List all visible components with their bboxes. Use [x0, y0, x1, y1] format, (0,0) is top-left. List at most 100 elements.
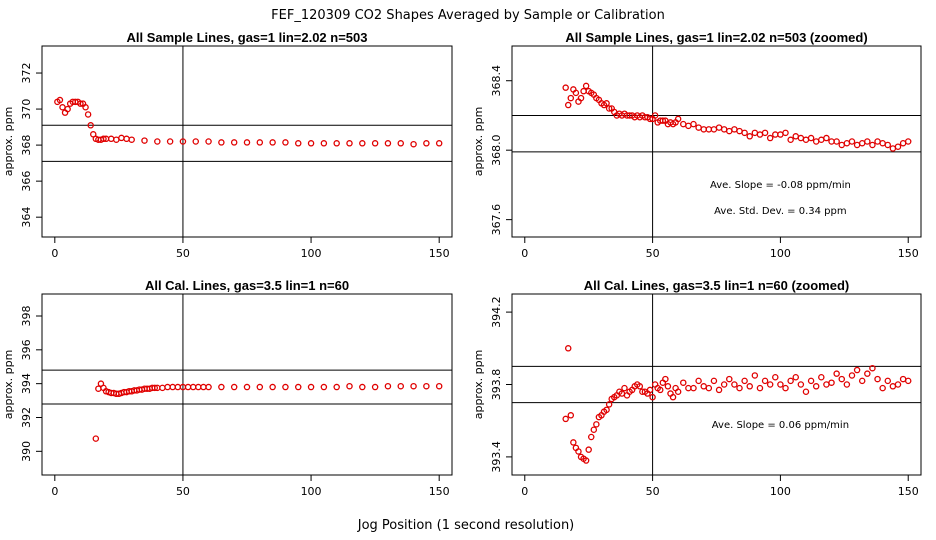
- data-point: [646, 386, 654, 394]
- data-point: [700, 126, 707, 133]
- data-point: [838, 375, 846, 383]
- x-tick-label: 50: [646, 247, 660, 260]
- x-tick-label: 50: [646, 485, 660, 498]
- x-tick-label: 50: [176, 485, 190, 498]
- data-point: [423, 140, 430, 147]
- data-point: [572, 89, 580, 97]
- data-point: [92, 435, 100, 442]
- data-point: [894, 143, 902, 150]
- data-point: [564, 345, 572, 352]
- data-point: [205, 383, 212, 391]
- data-point: [577, 94, 585, 102]
- data-point: [423, 382, 430, 390]
- data-point: [346, 382, 353, 390]
- data-point: [715, 386, 723, 394]
- data-point: [174, 383, 182, 391]
- data-point: [603, 406, 610, 414]
- data-point: [858, 139, 866, 147]
- data-point: [726, 375, 733, 383]
- data-point: [282, 383, 289, 391]
- data-point: [359, 383, 366, 391]
- data-point: [384, 382, 392, 390]
- data-point: [792, 374, 799, 381]
- data-point: [797, 134, 805, 142]
- data-point: [575, 448, 582, 455]
- data-point: [746, 133, 753, 140]
- data-point: [113, 136, 120, 143]
- data-point: [787, 136, 794, 144]
- data-point: [184, 383, 192, 391]
- data-point: [766, 134, 774, 142]
- data-point: [894, 381, 902, 388]
- data-point: [690, 384, 697, 392]
- data-point: [674, 115, 682, 123]
- data-point: [435, 140, 443, 147]
- y-tick-label: 368.4: [490, 65, 503, 97]
- panel-cal-lines-zoomed: All Cal. Lines, gas=3.5 lin=1 n=60 (zoom…: [472, 278, 922, 498]
- x-tick-label: 50: [176, 247, 190, 260]
- data-point: [243, 139, 251, 146]
- data-point: [869, 141, 876, 149]
- y-tick-label: 392: [20, 407, 33, 428]
- data-point: [710, 377, 718, 385]
- y-tick-label: 393.8: [490, 369, 503, 401]
- data-point: [751, 372, 759, 379]
- data-point: [823, 381, 830, 388]
- data-point: [435, 382, 443, 390]
- data-point: [169, 383, 176, 391]
- data-point: [874, 375, 881, 383]
- data-point: [118, 134, 125, 142]
- data-point: [320, 140, 328, 147]
- data-point: [128, 136, 135, 143]
- data-point: [685, 384, 692, 392]
- data-point: [843, 139, 851, 147]
- data-point: [889, 145, 897, 152]
- data-point: [751, 129, 759, 137]
- data-point: [812, 138, 820, 145]
- data-point: [853, 366, 861, 374]
- data-point: [710, 126, 718, 133]
- data-point: [307, 383, 315, 391]
- data-point: [705, 384, 713, 392]
- data-point: [359, 140, 366, 147]
- data-point: [307, 140, 315, 147]
- data-point: [792, 133, 799, 140]
- y-tick-label: 393.4: [490, 441, 503, 473]
- data-point: [777, 381, 784, 388]
- data-point: [100, 135, 107, 143]
- data-point: [269, 139, 276, 146]
- y-tick-label: 366: [20, 171, 33, 192]
- data-point: [256, 383, 264, 391]
- data-point: [884, 377, 892, 385]
- y-tick-label: 370: [20, 99, 33, 120]
- y-tick-label: 394: [20, 373, 33, 394]
- data-point: [766, 381, 774, 388]
- data-point: [812, 383, 820, 390]
- data-point: [562, 84, 569, 91]
- data-point: [659, 117, 667, 124]
- data-point: [833, 138, 840, 145]
- data-point: [77, 100, 84, 107]
- data-point: [151, 384, 158, 392]
- x-tick-label: 150: [898, 485, 919, 498]
- data-point: [179, 138, 187, 145]
- data-point: [218, 139, 225, 146]
- data-point: [397, 382, 404, 390]
- data-point: [669, 393, 677, 401]
- data-point: [636, 383, 644, 390]
- data-point: [84, 111, 92, 118]
- data-point: [720, 126, 728, 133]
- data-point: [818, 136, 825, 144]
- data-point: [605, 401, 613, 408]
- data-point: [838, 141, 846, 149]
- data-point: [657, 386, 664, 394]
- data-point: [858, 377, 866, 385]
- data-point: [756, 384, 764, 392]
- slope-annotation: Ave. Slope = 0.06 ppm/min: [712, 420, 849, 431]
- data-point: [731, 126, 738, 133]
- data-point: [195, 383, 202, 391]
- data-point: [564, 101, 572, 109]
- data-point: [899, 375, 907, 383]
- data-point: [843, 381, 851, 388]
